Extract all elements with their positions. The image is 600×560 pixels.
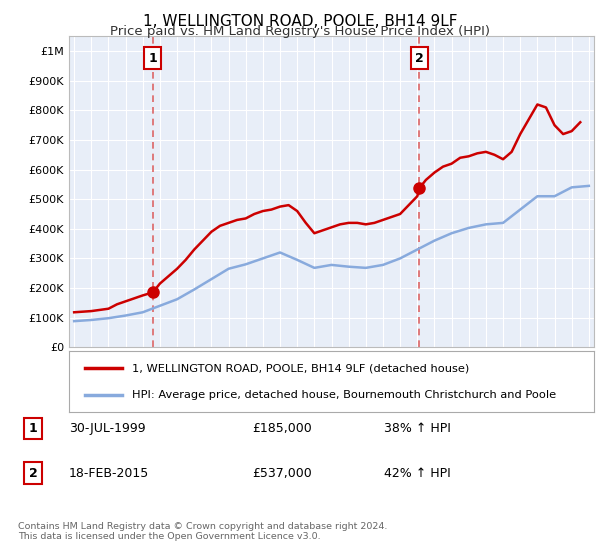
Text: 38% ↑ HPI: 38% ↑ HPI xyxy=(384,422,451,435)
Text: Contains HM Land Registry data © Crown copyright and database right 2024.
This d: Contains HM Land Registry data © Crown c… xyxy=(18,522,388,542)
Text: 1: 1 xyxy=(29,422,37,435)
Text: 1: 1 xyxy=(148,52,157,64)
Text: Price paid vs. HM Land Registry's House Price Index (HPI): Price paid vs. HM Land Registry's House … xyxy=(110,25,490,38)
Text: 18-FEB-2015: 18-FEB-2015 xyxy=(69,466,149,480)
Text: 42% ↑ HPI: 42% ↑ HPI xyxy=(384,466,451,480)
Text: 30-JUL-1999: 30-JUL-1999 xyxy=(69,422,146,435)
Text: £537,000: £537,000 xyxy=(252,466,312,480)
Text: HPI: Average price, detached house, Bournemouth Christchurch and Poole: HPI: Average price, detached house, Bour… xyxy=(132,390,556,400)
Text: £185,000: £185,000 xyxy=(252,422,312,435)
Text: 2: 2 xyxy=(29,466,37,480)
Text: 2: 2 xyxy=(415,52,424,64)
Text: 1, WELLINGTON ROAD, POOLE, BH14 9LF (detached house): 1, WELLINGTON ROAD, POOLE, BH14 9LF (det… xyxy=(132,363,469,373)
Text: 1, WELLINGTON ROAD, POOLE, BH14 9LF: 1, WELLINGTON ROAD, POOLE, BH14 9LF xyxy=(143,14,457,29)
